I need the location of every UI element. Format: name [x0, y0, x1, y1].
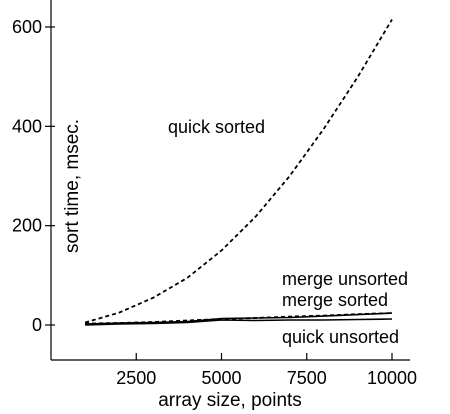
series-group	[84, 19, 393, 326]
series-line-quick-unsorted	[85, 318, 393, 326]
y-tick-label-200: 200	[12, 216, 42, 236]
series-label-merge-sorted: merge sorted	[282, 290, 388, 310]
y-tick-label-0: 0	[32, 315, 42, 335]
series-label-merge-unsorted: merge unsorted	[282, 269, 408, 289]
y-axis-title: sort time, msec.	[62, 119, 83, 253]
series-line-merge-sorted	[85, 312, 393, 325]
x-tick-label-2500: 2500	[116, 368, 156, 388]
y-tick-label-600: 600	[12, 17, 42, 37]
axis-ticks: 2500 5000 7500 10000 0 200 400 600	[12, 17, 417, 388]
y-tick-label-400: 400	[12, 116, 42, 136]
series-label-quick-unsorted: quick unsorted	[282, 327, 399, 347]
x-tick-label-10000: 10000	[367, 368, 417, 388]
x-tick-label-5000: 5000	[201, 368, 241, 388]
x-tick-label-7500: 7500	[287, 368, 327, 388]
x-axis-title: array size, points	[158, 390, 302, 411]
series-label-quick-sorted: quick sorted	[168, 117, 265, 137]
series-line-quick-sorted	[84, 19, 393, 324]
